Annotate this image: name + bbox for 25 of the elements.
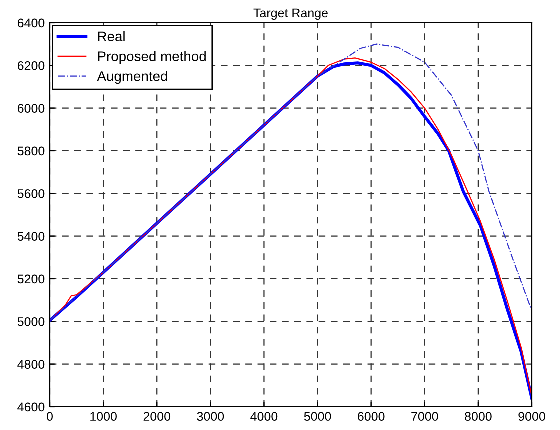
x-tick-label: 7000	[412, 412, 438, 422]
line-series	[50, 44, 532, 322]
legend-label: Real	[98, 31, 125, 42]
y-tick-label: 6400	[18, 18, 45, 28]
x-tick-label: 8000	[465, 412, 492, 422]
chart-title: Target Range	[254, 8, 328, 20]
y-tick-label: 5600	[18, 189, 45, 198]
x-tick-label: 6000	[358, 412, 385, 422]
y-tick-label: 6200	[18, 61, 45, 70]
y-tick-label: 5800	[18, 146, 45, 156]
x-tick-label: 4000	[250, 412, 278, 422]
y-tick-label: 6000	[18, 104, 45, 113]
x-tick-label: 3000	[197, 412, 224, 422]
y-tick-label: 4600	[18, 402, 45, 412]
y-tick-label: 5200	[18, 274, 45, 284]
x-tick-label: 0	[47, 412, 53, 422]
x-tick-label: 5000	[304, 412, 332, 422]
x-tick-label: 9000	[518, 412, 546, 422]
y-tick-label: 5400	[18, 232, 45, 241]
y-tick-label: 4800	[18, 360, 45, 369]
y-tick-label: 5000	[18, 317, 45, 326]
x-tick-label: 1000	[90, 412, 117, 422]
x-tick-label: 2000	[144, 412, 171, 422]
legend-label: Proposed method	[98, 51, 206, 64]
legend-label: Augmented	[97, 71, 168, 84]
